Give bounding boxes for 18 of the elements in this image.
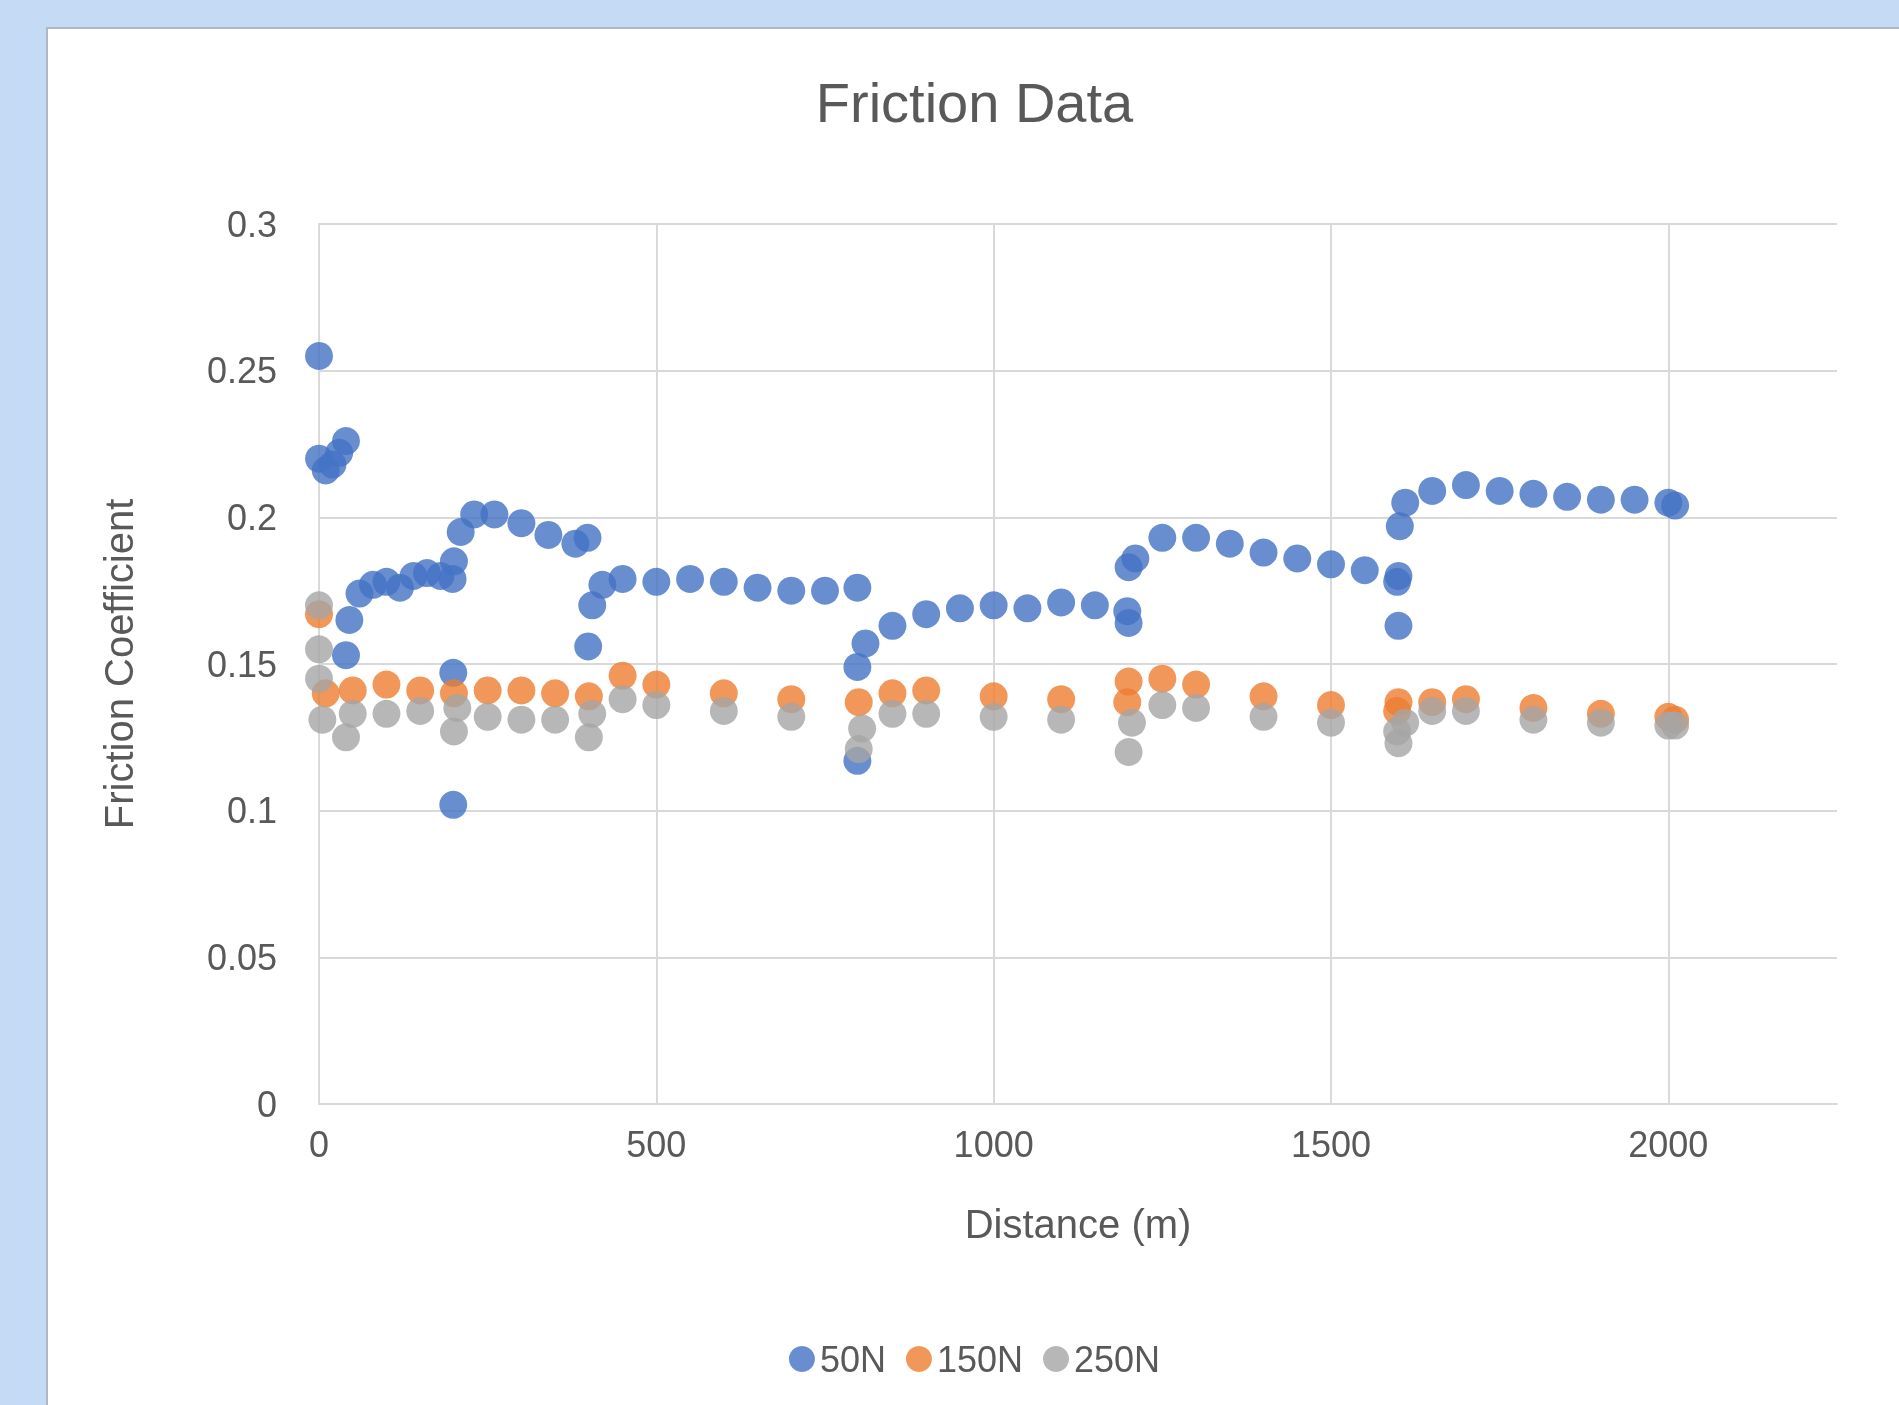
x-axis-title: Distance (m) [964,1202,1192,1246]
legend-label: 250N [1074,1338,1161,1380]
y-tick-label: 0.25 [206,350,277,392]
y-axis-title: Friction Coefficient [97,498,141,830]
chart-title: Friction Data [815,70,1135,134]
x-tick-label: 0 [308,1123,330,1165]
y-tick-label: 0.1 [226,790,277,832]
x-tick-label: 500 [626,1123,687,1165]
y-tick-label: 0 [256,1083,277,1125]
y-tick-label: 0.05 [206,936,277,978]
legend-label: 50N [819,1338,886,1380]
legend-label: 150N [936,1338,1024,1380]
x-tick-label: 1500 [1290,1123,1372,1165]
x-tick-label: 1000 [953,1123,1034,1165]
y-tick-label: 0.15 [206,643,277,685]
y-tick-label: 0.2 [226,496,277,538]
x-tick-label: 2000 [1628,1123,1709,1165]
y-tick-label: 0.3 [226,203,277,245]
